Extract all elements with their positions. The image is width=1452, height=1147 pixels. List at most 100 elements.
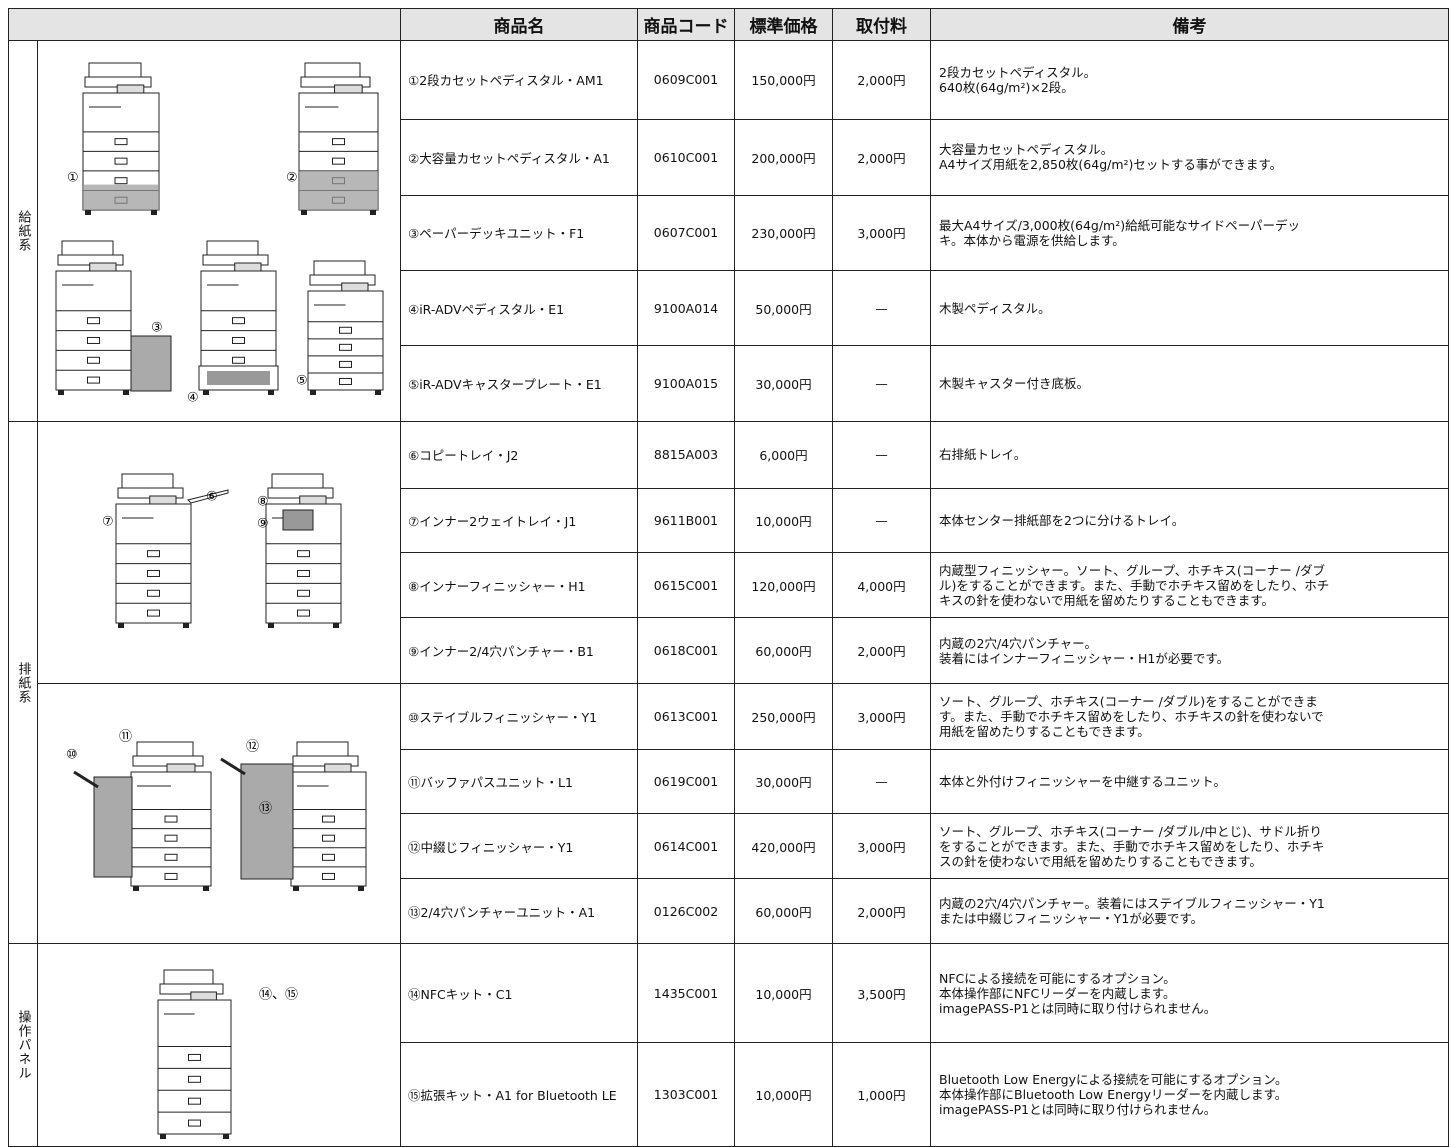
handle: [164, 872, 178, 880]
foot: [123, 390, 129, 395]
handle: [188, 1119, 201, 1127]
notes: ソート、グループ、ホチキス(コーナー /ダブル)をすることができま す。また、手動…: [930, 683, 1449, 750]
foot: [203, 390, 209, 395]
price: 6,000円: [734, 421, 833, 489]
price: 120,000円: [734, 552, 833, 619]
product-name: ②大容量カセットペディスタル・A1: [400, 118, 638, 197]
note-line: 本体操作部にBluetooth Low Energyリーダーを内蔵します。: [939, 1087, 1288, 1103]
pedestal-inner: [207, 371, 270, 385]
foot: [375, 390, 381, 395]
table-row: ③ペーパーデッキユニット・F1 0607C001 230,000円 3,000円 最大A…: [9, 195, 1449, 271]
note-line: 内蔵型フィニッシャー。ソート、グループ、ホチキス(コーナー /ダブ: [939, 562, 1325, 578]
product-name: ③ペーパーデッキユニット・F1: [400, 195, 638, 271]
handle: [114, 138, 128, 146]
header-cell: 取付料: [832, 8, 931, 41]
product-code: 0615C001: [637, 552, 735, 619]
handle: [147, 569, 160, 577]
note-line: 右排紙トレイ。: [939, 447, 1027, 463]
table-row: ⑨インナー2/4穴パンチャー・B1 0618C001 60,000円 2,000円 内蔵…: [9, 617, 1449, 684]
note-line: NFCによる接続を可能にするオプション。: [939, 970, 1176, 986]
product-code: 1303C001: [637, 1042, 735, 1147]
handle: [147, 550, 160, 558]
image-cell: ⑥ ⑦ ⑧ ⑨: [37, 421, 401, 684]
callout-label: ⑤: [296, 374, 308, 389]
scanner: [163, 969, 214, 985]
product-name: ⑭NFCキット・C1: [400, 942, 638, 1044]
foot: [85, 210, 91, 215]
finisher: [240, 763, 294, 880]
price: 50,000円: [734, 269, 833, 347]
install-fee: 2,000円: [832, 878, 931, 944]
price: 200,000円: [734, 118, 833, 197]
note-line: imagePASS-P1とは同時に取り付けられません。: [939, 1000, 1217, 1016]
product-code: 0609C001: [637, 40, 735, 120]
illustration: ⑩ ⑪ ⑫ ⑬: [66, 730, 367, 891]
table-row: ⑧インナーフィニッシャー・H1 0615C001 120,000円 4,000円 内蔵型…: [9, 552, 1449, 619]
handle: [322, 815, 335, 823]
handle: [322, 834, 335, 842]
shade: [299, 170, 378, 210]
scanner: [304, 62, 361, 78]
foot: [203, 886, 209, 891]
scanner: [61, 240, 114, 256]
scanner: [206, 240, 259, 256]
scanner: [88, 62, 142, 78]
install-fee: —: [832, 487, 931, 554]
note-line: 内蔵の2穴/4穴パンチャー。装着にはステイブルフィニッシャー・Y1: [939, 896, 1325, 912]
callout-label: ⑥: [206, 490, 218, 505]
install-fee: 2,000円: [832, 617, 931, 684]
note-line: ソート、グループ、ホチキス(コーナー /ダブル/中とじ)、サドル折り: [939, 823, 1322, 839]
handle: [232, 356, 245, 364]
price: 420,000円: [734, 813, 833, 880]
shade: [83, 184, 159, 210]
price: 10,000円: [734, 487, 833, 554]
note-line: 大容量カセットペディスタル。: [939, 142, 1114, 158]
image-cell: ⑭、⑮: [37, 943, 401, 1147]
scanner: [296, 741, 349, 757]
callout-label: ⑭、⑮: [259, 988, 298, 1003]
foot: [160, 1134, 166, 1139]
handle: [322, 872, 335, 880]
handle: [332, 157, 345, 165]
table-row: ⑤iR-ADVキャスタープレート・E1 9100A015 30,000円 — 木製キャス…: [9, 345, 1449, 422]
product-code: 0126C002: [637, 878, 735, 944]
note-line: す。また、手動でホチキス留めをしたり、ホチキスの針を使わないで: [939, 708, 1324, 724]
handle: [297, 569, 310, 577]
price: 30,000円: [734, 748, 833, 815]
note-line: 装着にはインナーフィニッシャー・H1が必要です。: [939, 650, 1230, 666]
foot: [301, 210, 307, 215]
foot: [358, 886, 364, 891]
callout-label: ①: [67, 171, 79, 186]
product-name: ⑦インナー2ウェイトレイ・J1: [400, 487, 638, 554]
handle: [339, 326, 352, 334]
scanner: [121, 473, 174, 489]
product-name: ④iR-ADVペディスタル・E1: [400, 269, 638, 347]
callout-label: ⑫: [246, 740, 259, 755]
callout-label: ②: [286, 171, 298, 186]
callout-label: ⑬: [259, 802, 272, 817]
illustration: ⑥ ⑦ ⑧ ⑨: [102, 473, 342, 628]
header-cell: 備考: [930, 8, 1449, 41]
body: [157, 999, 232, 1135]
foot: [268, 623, 274, 628]
note-line: 640枚(64g/m²)×2段。: [939, 79, 1074, 95]
handle: [232, 336, 245, 344]
price: 60,000円: [734, 617, 833, 684]
callout-label: ⑧: [257, 495, 269, 510]
note-line: 用紙を留めたりすることもできます。: [939, 723, 1150, 739]
handle: [188, 1075, 201, 1083]
install-fee: 3,000円: [832, 813, 931, 880]
table-row: 給紙系 ① ② ③ ④ ⑤ ①2段カセットペディスタル・AM1 0609C001 150,000…: [8, 40, 1449, 422]
notes: NFCによる接続を可能にするオプション。 本体操作部にNFCリーダーを内蔵します。…: [930, 942, 1449, 1044]
handle: [297, 589, 310, 597]
foot: [183, 623, 189, 628]
product-name: ⑧インナーフィニッシャー・H1: [400, 552, 638, 619]
table-row: ⑮拡張キット・A1 for Bluetooth LE 1303C001 10,000…: [9, 1042, 1449, 1147]
product-name: ⑮拡張キット・A1 for Bluetooth LE: [400, 1042, 638, 1147]
callout-label: ⑦: [102, 515, 114, 530]
price: 10,000円: [734, 942, 833, 1044]
header-cell: 商品名: [400, 8, 638, 41]
foot: [370, 210, 376, 215]
install-fee: —: [832, 345, 931, 422]
product-name: ⑥コピートレイ・J2: [400, 421, 638, 489]
